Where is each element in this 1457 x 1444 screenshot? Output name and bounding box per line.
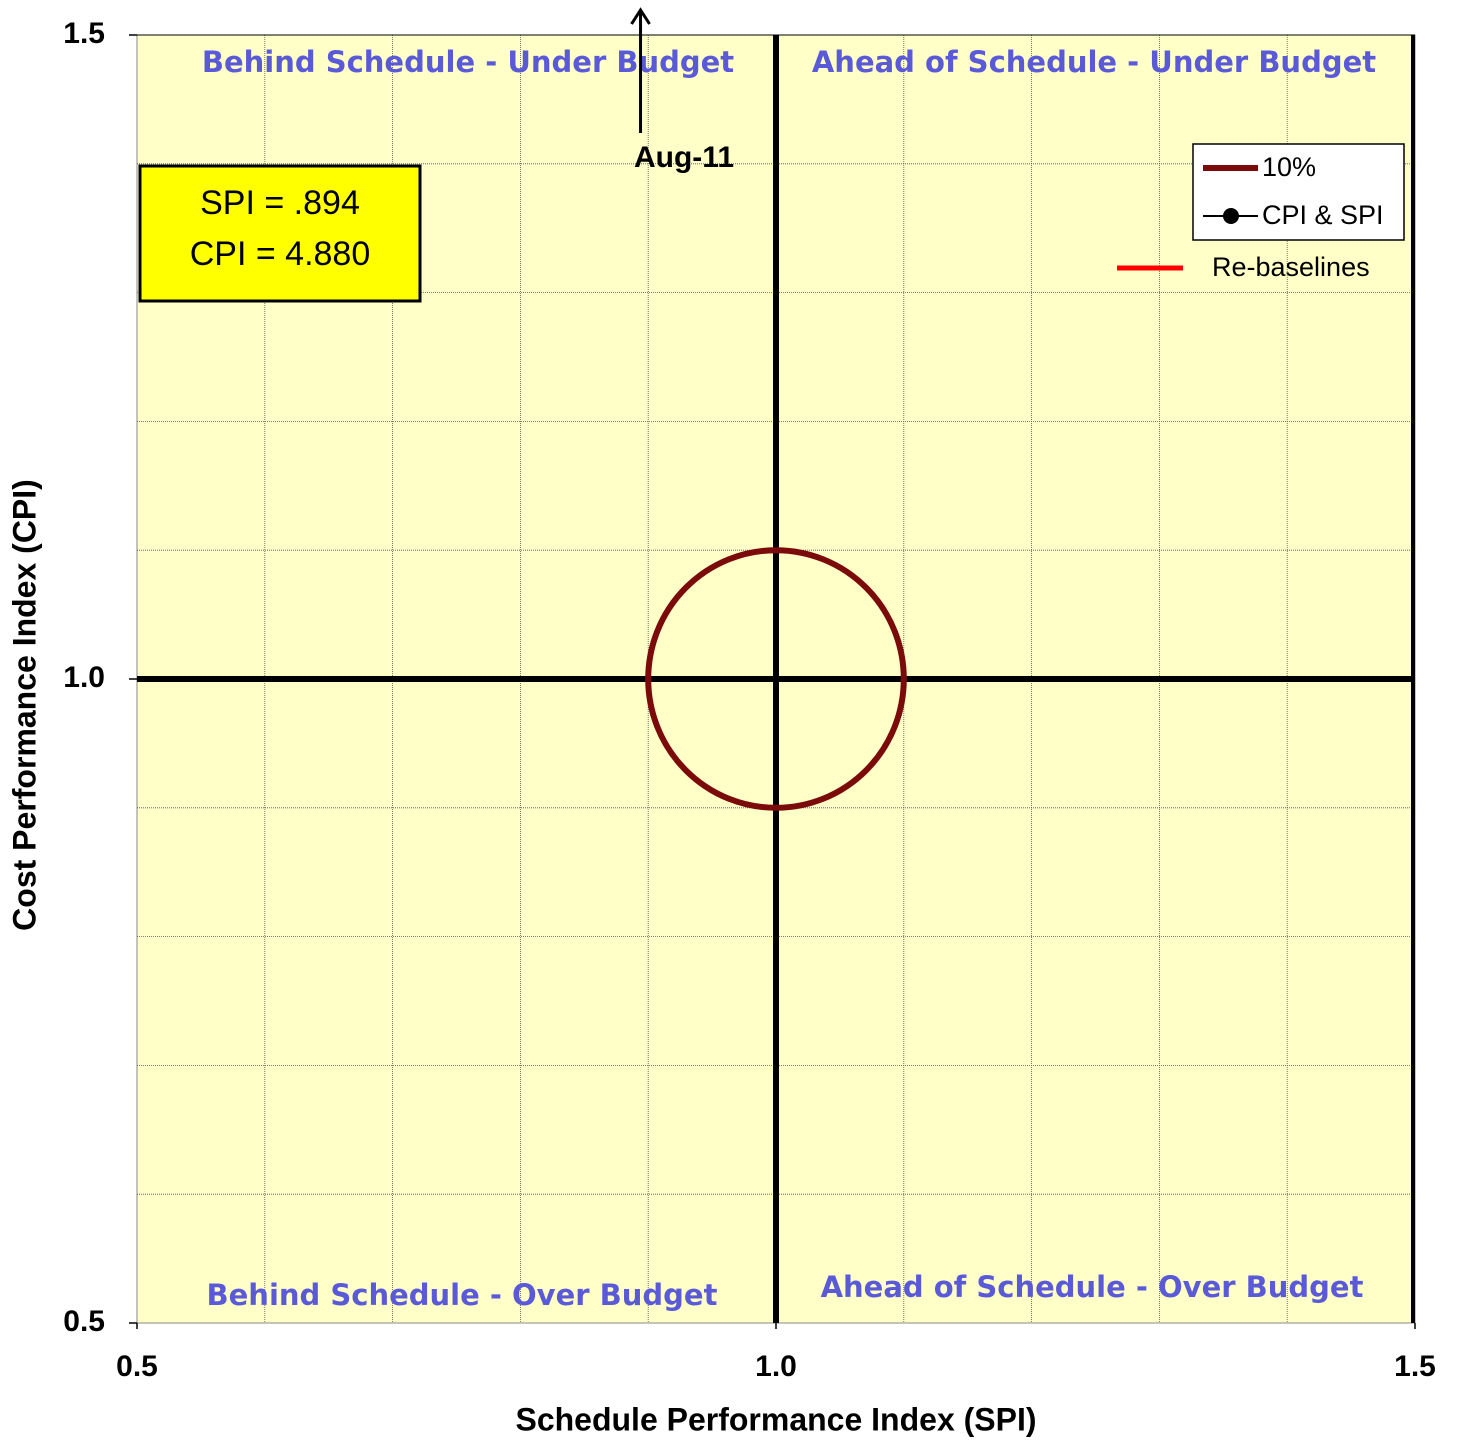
legend-box [1192,143,1405,241]
quadrant-label: Behind Schedule - Under Budget [202,45,734,79]
x-tick-label: 1.0 [755,1350,797,1383]
y-tick-label: 1.0 [63,661,105,694]
x-tick-label: 0.5 [116,1350,158,1383]
quadrant-label: Ahead of Schedule - Over Budget [821,1270,1364,1304]
legend-swatch [1223,208,1239,224]
y-tick-label: 1.5 [63,17,105,50]
info-box [138,164,422,303]
y-tick-label: 0.5 [63,1305,105,1338]
legend-label: Re-baselines [1212,252,1370,282]
info-text: SPI = .894 [200,184,360,222]
x-axis-title: Schedule Performance Index (SPI) [515,1401,1036,1437]
legend-label: 10% [1262,152,1316,182]
x-tick-label: 1.5 [1394,1350,1436,1383]
quadrant-label: Behind Schedule - Over Budget [207,1278,718,1312]
annotation: Aug-11 [634,141,734,174]
legend-label: CPI & SPI [1262,200,1384,230]
y-axis-title: Cost Performance Index (CPI) [6,479,42,931]
info-text: CPI = 4.880 [190,235,371,273]
threshold-circle [645,547,907,811]
off-chart-arrow [630,7,651,133]
quadrant-label: Ahead of Schedule - Under Budget [812,45,1376,79]
